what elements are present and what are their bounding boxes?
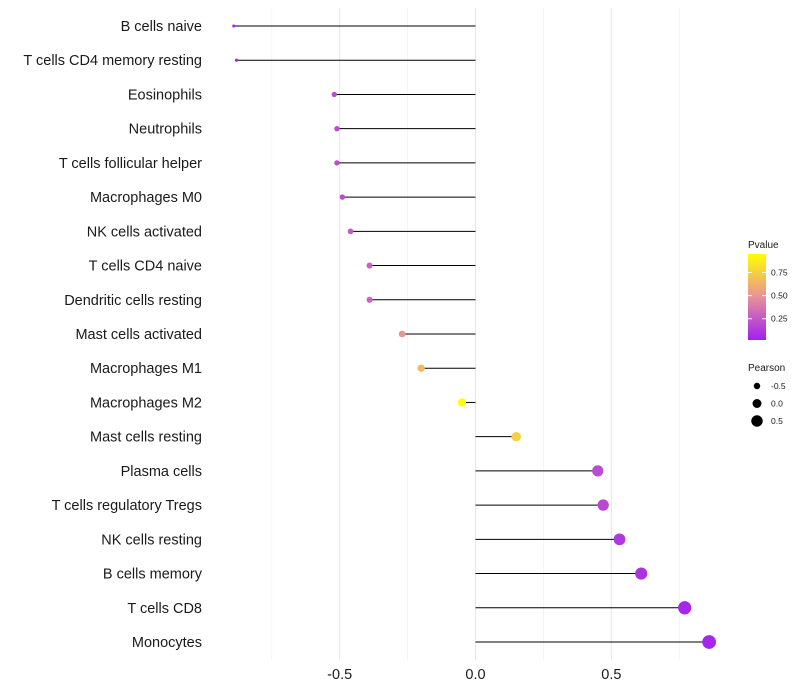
- lollipop-point: [457, 398, 467, 407]
- point-layer: [232, 24, 717, 649]
- lollipop-point: [334, 125, 340, 132]
- size-legend-keys: -0.5 0.0 0.5: [751, 381, 786, 427]
- segment-layer: [233, 25, 710, 643]
- lollipop-point: [635, 567, 648, 580]
- lollipop-point: [339, 194, 346, 200]
- category-label: B cells naive: [121, 19, 202, 35]
- color-tick-label: 0.50: [771, 291, 788, 301]
- lollipop-point: [511, 431, 521, 442]
- lollipop-point: [417, 364, 425, 372]
- x-tick-labels: -0.5 0.0 0.5: [327, 667, 621, 683]
- category-label: T cells CD8: [127, 601, 202, 617]
- x-tick-label: 0.5: [601, 667, 621, 683]
- lollipop-point: [234, 58, 239, 62]
- category-label: Macrophages M2: [90, 395, 202, 411]
- x-tick-label: -0.5: [327, 667, 352, 683]
- category-label: Mast cells resting: [90, 430, 202, 446]
- category-label: T cells CD4 naive: [89, 259, 202, 275]
- lollipop-point: [678, 601, 692, 615]
- legend: Pvalue 0.25 0.50 0.75 Pearson -0.5 0.0 0.5: [748, 240, 788, 427]
- category-label: B cells memory: [103, 567, 203, 583]
- lollipop-point: [366, 262, 373, 269]
- category-label: Monocytes: [132, 635, 202, 651]
- size-legend-title: Pearson: [748, 363, 785, 374]
- category-label: Plasma cells: [121, 464, 202, 480]
- size-key-dot: [752, 399, 762, 408]
- lollipop-point: [398, 330, 406, 338]
- lollipop-point: [592, 465, 604, 477]
- lollipop-point: [366, 296, 373, 303]
- category-label: Dendritic cells resting: [64, 293, 202, 309]
- color-legend-bar: [748, 254, 766, 340]
- category-label: Mast cells activated: [75, 327, 202, 343]
- color-tick-label: 0.75: [771, 267, 788, 277]
- lollipop-point: [331, 91, 337, 98]
- category-label: Macrophages M1: [90, 361, 202, 377]
- color-legend-ticks: 0.25 0.50 0.75: [748, 267, 788, 324]
- category-label: T cells regulatory Tregs: [52, 498, 202, 514]
- x-tick-label: 0.0: [465, 667, 485, 683]
- category-label: T cells follicular helper: [59, 156, 202, 172]
- lollipop-point: [597, 499, 609, 511]
- lollipop-point: [347, 228, 354, 235]
- category-label: Macrophages M0: [90, 190, 202, 206]
- color-tick-label: 0.25: [771, 314, 788, 324]
- category-label: NK cells resting: [101, 532, 202, 548]
- category-label: T cells CD4 memory resting: [23, 53, 202, 69]
- size-key-dot: [753, 382, 761, 390]
- lollipop-point: [702, 635, 717, 649]
- size-key-dot: [751, 415, 763, 427]
- color-legend-title: Pvalue: [748, 240, 779, 251]
- size-key-label: 0.0: [771, 399, 783, 409]
- lollipop-point: [613, 533, 626, 546]
- category-label: NK cells activated: [87, 224, 202, 240]
- category-label: Eosinophils: [128, 87, 202, 103]
- category-labels: B cells naive T cells CD4 memory resting E…: [23, 19, 202, 651]
- size-key-label: 0.5: [771, 416, 783, 426]
- lollipop-point: [334, 160, 340, 166]
- lollipop-point: [232, 24, 236, 28]
- category-label: Neutrophils: [129, 122, 202, 138]
- size-key-label: -0.5: [771, 381, 786, 391]
